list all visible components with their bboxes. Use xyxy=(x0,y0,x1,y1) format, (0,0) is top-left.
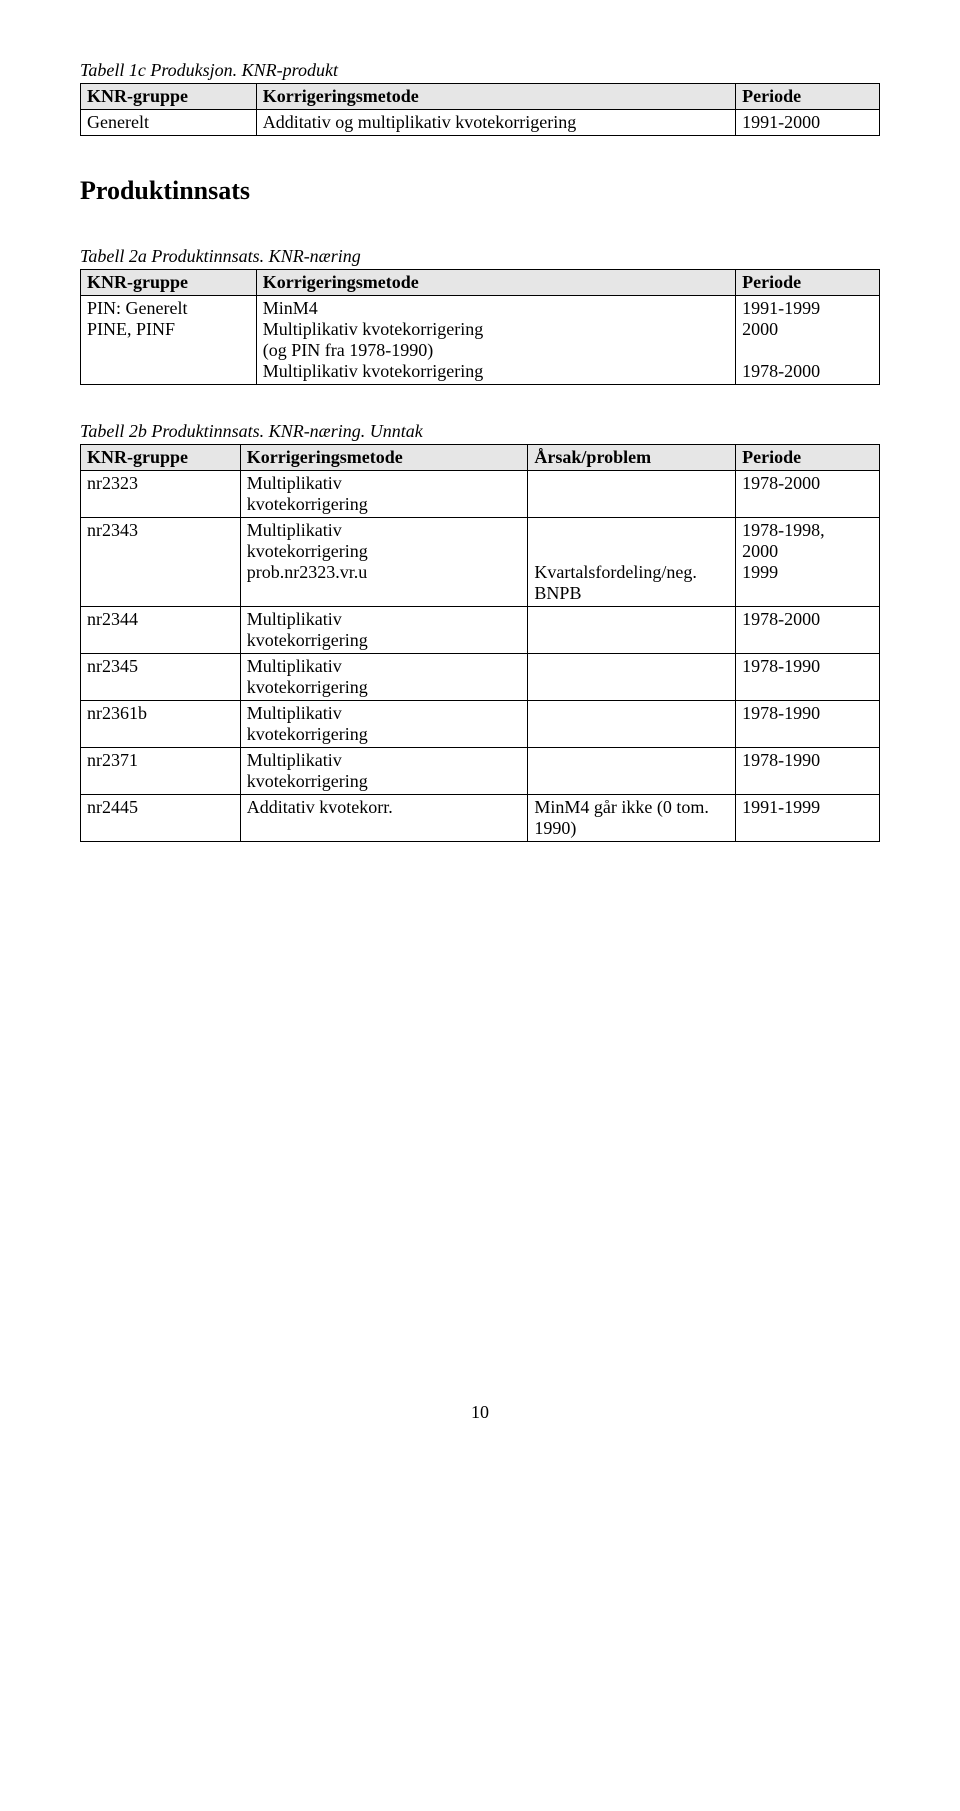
table1c-header-group: KNR-gruppe xyxy=(81,84,257,110)
table2a-header-method: Korrigeringsmetode xyxy=(256,270,735,296)
table1c-caption: Tabell 1c Produksjon. KNR-produkt xyxy=(80,60,880,81)
table-row: Generelt Additativ og multiplikativ kvot… xyxy=(81,110,880,136)
cell-period: 1978-1990 xyxy=(736,701,880,748)
cell-method: Additativ kvotekorr. xyxy=(240,795,528,842)
cell-period: 1978-2000 xyxy=(736,607,880,654)
cell-reason xyxy=(528,607,736,654)
table1c-header-method: Korrigeringsmetode xyxy=(256,84,735,110)
table2a-header-group: KNR-gruppe xyxy=(81,270,257,296)
cell-group: nr2445 xyxy=(81,795,241,842)
table2b-header-period: Periode xyxy=(736,445,880,471)
cell-group: nr2361b xyxy=(81,701,241,748)
table-row: nr2361b Multiplikativkvotekorrigering 19… xyxy=(81,701,880,748)
cell-group: nr2371 xyxy=(81,748,241,795)
table2b-header-reason: Årsak/problem xyxy=(528,445,736,471)
table-row: nr2343 Multiplikativkvotekorrigeringprob… xyxy=(81,518,880,607)
table-row: nr2345 Multiplikativkvotekorrigering 197… xyxy=(81,654,880,701)
cell-reason xyxy=(528,471,736,518)
page-number: 10 xyxy=(80,1402,880,1423)
cell-method: Multiplikativkvotekorrigering xyxy=(240,607,528,654)
cell-group: nr2344 xyxy=(81,607,241,654)
table-row: nr2371 Multiplikativkvotekorrigering 197… xyxy=(81,748,880,795)
cell-period: 1978-1990 xyxy=(736,748,880,795)
cell-method: MinM4Multiplikativ kvotekorrigering(og P… xyxy=(256,296,735,385)
table2b-caption: Tabell 2b Produktinnsats. KNR-næring. Un… xyxy=(80,421,880,442)
cell-group: nr2323 xyxy=(81,471,241,518)
table2a: KNR-gruppe Korrigeringsmetode Periode PI… xyxy=(80,269,880,385)
table-row: nr2445 Additativ kvotekorr. MinM4 går ik… xyxy=(81,795,880,842)
table1c-header-period: Periode xyxy=(736,84,880,110)
table1c: KNR-gruppe Korrigeringsmetode Periode Ge… xyxy=(80,83,880,136)
cell-period: 1991-199920001978-2000 xyxy=(736,296,880,385)
table2b: KNR-gruppe Korrigeringsmetode Årsak/prob… xyxy=(80,444,880,842)
table2a-header-period: Periode xyxy=(736,270,880,296)
cell-reason: MinM4 går ikke (0 tom.1990) xyxy=(528,795,736,842)
table2b-header-method: Korrigeringsmetode xyxy=(240,445,528,471)
cell-period: 1978-1990 xyxy=(736,654,880,701)
cell-period: 1978-1998,20001999 xyxy=(736,518,880,607)
cell-period: 1991-2000 xyxy=(736,110,880,136)
cell-method: Additativ og multiplikativ kvotekorriger… xyxy=(256,110,735,136)
cell-reason xyxy=(528,748,736,795)
cell-period: 1978-2000 xyxy=(736,471,880,518)
cell-reason xyxy=(528,701,736,748)
section-heading: Produktinnsats xyxy=(80,176,880,206)
cell-method: Multiplikativkvotekorrigering xyxy=(240,748,528,795)
cell-method: Multiplikativkvotekorrigering xyxy=(240,654,528,701)
cell-group: Generelt xyxy=(81,110,257,136)
cell-method: Multiplikativkvotekorrigering xyxy=(240,701,528,748)
cell-reason: Kvartalsfordeling/neg.BNPB xyxy=(528,518,736,607)
table2b-header-group: KNR-gruppe xyxy=(81,445,241,471)
table-row: PIN: GenereltPINE, PINF MinM4Multiplikat… xyxy=(81,296,880,385)
cell-method: Multiplikativkvotekorrigering xyxy=(240,471,528,518)
cell-group: nr2343 xyxy=(81,518,241,607)
cell-reason xyxy=(528,654,736,701)
cell-group: nr2345 xyxy=(81,654,241,701)
cell-period: 1991-1999 xyxy=(736,795,880,842)
cell-method: Multiplikativkvotekorrigeringprob.nr2323… xyxy=(240,518,528,607)
table-row: nr2344 Multiplikativkvotekorrigering 197… xyxy=(81,607,880,654)
cell-group: PIN: GenereltPINE, PINF xyxy=(81,296,257,385)
table-row: nr2323 Multiplikativkvotekorrigering 197… xyxy=(81,471,880,518)
table2a-caption: Tabell 2a Produktinnsats. KNR-næring xyxy=(80,246,880,267)
